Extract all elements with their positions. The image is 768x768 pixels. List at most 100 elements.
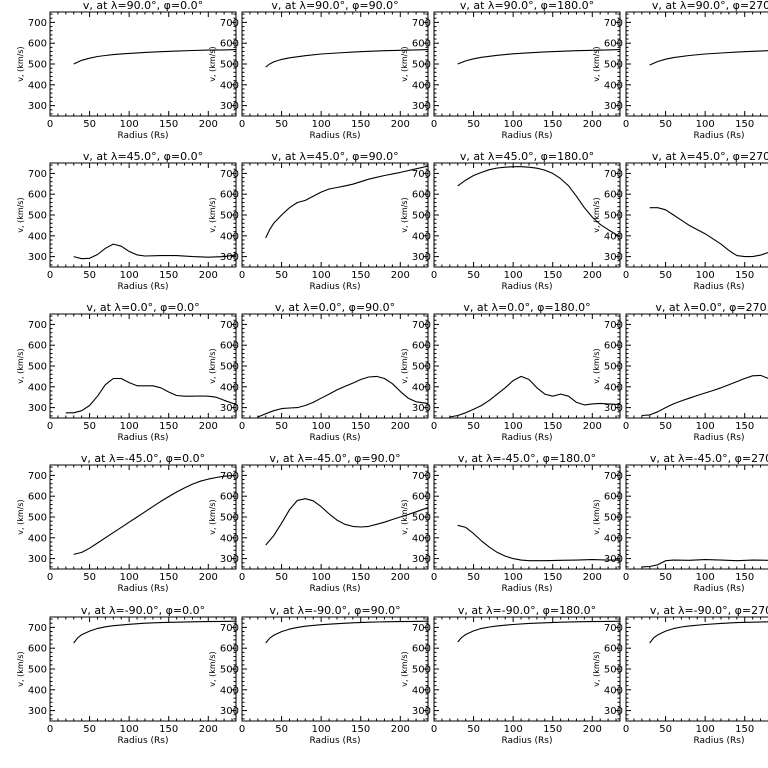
y-tick-label: 600 — [604, 341, 623, 352]
series-line — [641, 559, 768, 568]
y-tick-label: 400 — [28, 80, 47, 91]
series-line — [73, 49, 237, 65]
y-tick-label: 600 — [604, 39, 623, 50]
x-tick-label: 100 — [696, 119, 715, 130]
x-tick-label: 0 — [623, 270, 629, 281]
y-tick-label: 700 — [412, 320, 431, 331]
x-tick-label: 0 — [431, 119, 437, 130]
x-tick-label: 150 — [159, 572, 178, 583]
y-tick-label: 400 — [604, 533, 623, 544]
y-tick-label: 300 — [604, 706, 623, 717]
x-tick-label: 50 — [83, 421, 96, 432]
chart-panel: v, at λ=45.0°, φ=90.0°0 50 100 150 200300400… — [208, 150, 429, 292]
chart-panel: v, at λ=0.0°, φ=180.0°0 50 100 150 200300400… — [400, 301, 621, 443]
x-tick-label: 150 — [735, 572, 754, 583]
y-axis-label: v, (km/s) — [592, 499, 601, 534]
x-axis-label: Radius (Rs) — [309, 131, 360, 141]
y-tick-label: 400 — [220, 80, 239, 91]
x-tick-label: 200 — [391, 572, 410, 583]
y-tick-label: 400 — [220, 533, 239, 544]
x-tick-label: 50 — [659, 724, 672, 735]
y-tick-label: 300 — [604, 101, 623, 112]
chart-panel: v, at λ=90.0°, φ=270.0°05010015020030040… — [592, 0, 768, 141]
y-tick-label: 400 — [604, 685, 623, 696]
x-tick-label: 150 — [543, 270, 562, 281]
x-tick-label: 50 — [467, 421, 480, 432]
y-tick-label: 300 — [28, 403, 47, 414]
y-tick-label: 300 — [412, 554, 431, 565]
y-tick-label: 400 — [412, 685, 431, 696]
x-tick-label: 100 — [696, 421, 715, 432]
series-line — [457, 49, 621, 65]
y-tick-label: 500 — [604, 211, 623, 222]
y-tick-label: 300 — [412, 706, 431, 717]
y-tick-label: 600 — [412, 492, 431, 503]
series-line — [457, 524, 620, 562]
x-tick-label: 100 — [120, 270, 139, 281]
x-axis-label: Radius (Rs) — [117, 282, 168, 292]
x-tick-label: 100 — [504, 724, 523, 735]
plot-frame — [625, 464, 768, 570]
y-tick-label: 600 — [412, 39, 431, 50]
chart-panel: v, at λ=45.0°, φ=0.0°0 50 100 150 2003004005… — [16, 150, 237, 292]
y-tick-label: 400 — [412, 533, 431, 544]
y-tick-label: 700 — [28, 320, 47, 331]
y-tick-label: 300 — [28, 706, 47, 717]
x-tick-label: 50 — [659, 119, 672, 130]
chart-panel: v, at λ=45.0°, φ=270.0°05010015020030040… — [592, 150, 768, 292]
x-tick-label: 150 — [159, 270, 178, 281]
x-tick-label: 100 — [120, 421, 139, 432]
y-tick-label: 400 — [412, 231, 431, 242]
x-tick-label: 150 — [351, 724, 370, 735]
y-tick-label: 500 — [28, 60, 47, 71]
chart-title: v, at λ=-90.0°, φ=180.0° — [458, 604, 596, 617]
y-tick-label: 700 — [604, 471, 623, 482]
x-axis-label: Radius (Rs) — [501, 433, 552, 443]
x-tick-label: 0 — [431, 421, 437, 432]
x-tick-label: 0 — [623, 724, 629, 735]
x-tick-label: 0 — [47, 119, 53, 130]
y-tick-label: 600 — [220, 190, 239, 201]
plot-frame — [625, 616, 768, 722]
x-tick-label: 150 — [735, 421, 754, 432]
x-tick-label: 50 — [83, 572, 96, 583]
y-tick-label: 400 — [28, 382, 47, 393]
x-tick-label: 0 — [623, 421, 629, 432]
y-tick-label: 600 — [28, 644, 47, 655]
y-tick-label: 400 — [220, 382, 239, 393]
x-axis-label: Radius (Rs) — [117, 736, 168, 746]
y-tick-label: 500 — [28, 665, 47, 676]
chart-title: v, at λ=0.0°, φ=180.0° — [463, 301, 590, 314]
x-tick-label: 100 — [312, 572, 331, 583]
x-tick-label: 200 — [583, 270, 602, 281]
x-tick-label: 100 — [504, 421, 523, 432]
x-tick-label: 200 — [199, 270, 218, 281]
x-tick-label: 0 — [239, 572, 245, 583]
y-tick-label: 700 — [220, 320, 239, 331]
y-axis-label: v, (km/s) — [400, 348, 409, 383]
y-tick-label: 400 — [28, 533, 47, 544]
x-tick-label: 50 — [659, 270, 672, 281]
plot-frame — [625, 313, 768, 419]
x-tick-label: 100 — [120, 119, 139, 130]
y-axis-label: v, (km/s) — [208, 499, 217, 534]
chart-panel: v, at λ=90.0°, φ=0.0°0 50 100 150 2003004005… — [16, 0, 237, 141]
x-tick-label: 0 — [239, 270, 245, 281]
chart-title: v, at λ=-45.0°, φ=0.0° — [81, 452, 205, 465]
y-tick-label: 600 — [412, 644, 431, 655]
x-tick-label: 0 — [431, 572, 437, 583]
y-tick-label: 300 — [412, 101, 431, 112]
y-axis-label: v, (km/s) — [16, 651, 25, 686]
plot-frame — [625, 162, 768, 268]
y-tick-label: 400 — [412, 382, 431, 393]
x-tick-label: 150 — [735, 270, 754, 281]
chart-title: v, at λ=45.0°, φ=270.0° — [652, 150, 768, 163]
y-tick-label: 600 — [28, 492, 47, 503]
chart-title: v, at λ=-45.0°, φ=90.0° — [269, 452, 400, 465]
x-tick-label: 100 — [696, 572, 715, 583]
chart-panel: v, at λ=-45.0°, φ=180.0°0 50 100 150 2003004… — [400, 452, 621, 594]
x-tick-label: 0 — [239, 421, 245, 432]
y-tick-label: 600 — [220, 492, 239, 503]
chart-panel: v, at λ=-90.0°, φ=0.0°0 50 100 150 200300400… — [16, 604, 237, 746]
x-axis-label: Radius (Rs) — [309, 433, 360, 443]
